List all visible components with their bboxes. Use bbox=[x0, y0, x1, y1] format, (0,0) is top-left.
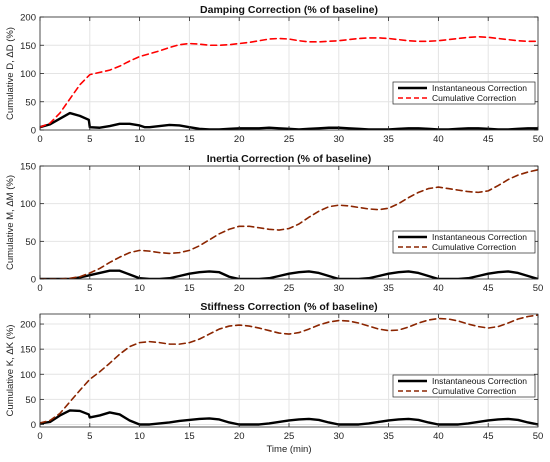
y-tick-label: 100 bbox=[20, 69, 36, 80]
x-tick-label: 10 bbox=[134, 283, 145, 294]
panel-2: 0 5 10 15 20 25 30 35 40 45 50 0 50 100 150 Inertia Cor… bbox=[5, 153, 543, 294]
x-tick-label: 20 bbox=[234, 283, 245, 294]
y-tick-label: 100 bbox=[20, 370, 36, 381]
chart-title: Inertia Correction (% of baseline) bbox=[207, 153, 372, 165]
series-line-cumulative bbox=[40, 314, 538, 424]
x-tick-label: 30 bbox=[334, 283, 345, 294]
y-axis-label: Cumulative K, ΔK (%) bbox=[5, 325, 16, 417]
y-tick-label: 100 bbox=[20, 199, 36, 210]
y-tick-label: 0 bbox=[31, 275, 36, 286]
y-tick-label: 50 bbox=[25, 97, 36, 108]
x-tick-label: 15 bbox=[184, 134, 195, 145]
legend-box bbox=[392, 81, 536, 105]
legend-label: Instantaneous Correction bbox=[432, 376, 527, 386]
y-tick-label: 0 bbox=[31, 420, 36, 431]
y-tick-label: 150 bbox=[20, 41, 36, 52]
x-tick-label: 35 bbox=[383, 134, 394, 145]
y-tick-label: 0 bbox=[31, 126, 36, 137]
x-tick-label: 15 bbox=[184, 283, 195, 294]
y-tick-label: 200 bbox=[20, 320, 36, 331]
y-tick-label: 150 bbox=[20, 345, 36, 356]
legend-label: Instantaneous Correction bbox=[432, 232, 527, 242]
chart-title: Damping Correction (% of baseline) bbox=[200, 4, 378, 16]
y-axis-label: Cumulative M, ΔM (%) bbox=[5, 175, 16, 270]
x-axis-label: Time (min) bbox=[266, 444, 311, 455]
x-tick-label: 40 bbox=[433, 134, 444, 145]
legend-box bbox=[392, 230, 536, 254]
x-tick-label: 45 bbox=[483, 134, 494, 145]
x-tick-label: 0 bbox=[37, 283, 42, 294]
series-line-instantaneous bbox=[40, 269, 538, 279]
x-tick-label: 45 bbox=[483, 283, 494, 294]
y-tick-label: 50 bbox=[25, 237, 36, 248]
x-tick-label: 10 bbox=[134, 134, 145, 145]
series-line-cumulative bbox=[40, 35, 538, 128]
y-tick-label: 150 bbox=[20, 162, 36, 173]
legend-label: Cumulative Correction bbox=[432, 93, 516, 103]
x-tick-label: 10 bbox=[134, 431, 145, 442]
legend-label: Cumulative Correction bbox=[432, 242, 516, 252]
x-tick-label: 35 bbox=[383, 431, 394, 442]
series-line-instantaneous bbox=[40, 111, 538, 130]
x-tick-label: 35 bbox=[383, 283, 394, 294]
x-tick-label: 5 bbox=[87, 431, 92, 442]
x-tick-label: 15 bbox=[184, 431, 195, 442]
x-tick-label: 5 bbox=[87, 283, 92, 294]
x-tick-label: 40 bbox=[433, 431, 444, 442]
y-tick-label: 200 bbox=[20, 13, 36, 24]
x-tick-label: 50 bbox=[533, 431, 544, 442]
x-tick-label: 50 bbox=[533, 134, 544, 145]
x-tick-label: 25 bbox=[284, 134, 295, 145]
x-tick-label: 45 bbox=[483, 431, 494, 442]
x-tick-label: 40 bbox=[433, 283, 444, 294]
y-axis-label: Cumulative D, ΔD (%) bbox=[5, 27, 16, 120]
x-tick-label: 0 bbox=[37, 134, 42, 145]
legend-label: Cumulative Correction bbox=[432, 386, 516, 396]
panel-3: 0 5 10 15 20 25 30 35 40 45 50 0 50 100 150 200 Stiffnes… bbox=[5, 301, 543, 455]
x-tick-label: 25 bbox=[284, 431, 295, 442]
x-tick-label: 50 bbox=[533, 283, 544, 294]
x-tick-label: 30 bbox=[334, 134, 345, 145]
x-tick-label: 5 bbox=[87, 134, 92, 145]
panel-1: 0 5 10 15 20 25 30 35 40 45 50 0 50 100 150 200 Damping … bbox=[5, 4, 543, 145]
legend-label: Instantaneous Correction bbox=[432, 83, 527, 93]
x-tick-label: 20 bbox=[234, 134, 245, 145]
chart-title: Stiffness Correction (% of baseline) bbox=[200, 301, 377, 313]
series-line-instantaneous bbox=[40, 409, 538, 426]
series-line-cumulative bbox=[40, 168, 538, 279]
x-tick-label: 25 bbox=[284, 283, 295, 294]
x-tick-label: 20 bbox=[234, 431, 245, 442]
y-tick-label: 50 bbox=[25, 395, 36, 406]
x-tick-label: 0 bbox=[37, 431, 42, 442]
x-tick-label: 30 bbox=[334, 431, 345, 442]
legend-box bbox=[392, 374, 536, 398]
